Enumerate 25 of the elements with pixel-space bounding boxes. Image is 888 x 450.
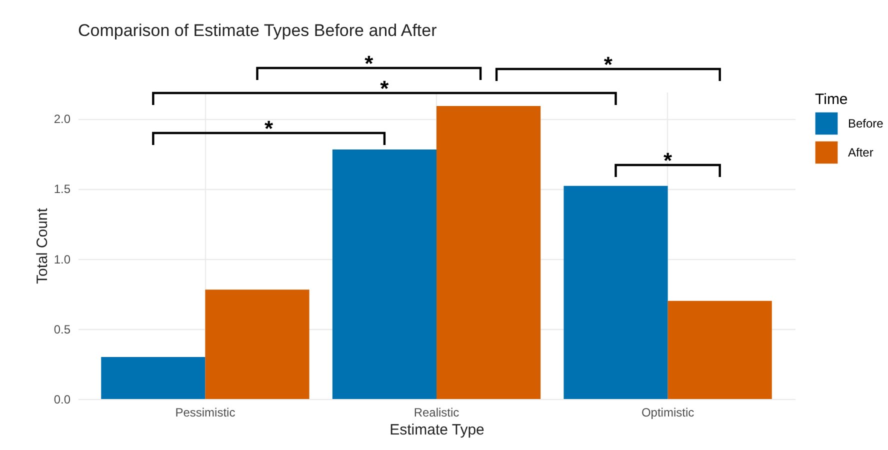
- bar: [332, 149, 436, 399]
- text: *: [604, 52, 613, 77]
- bar: [205, 290, 310, 399]
- y-tick-label: 1.5: [54, 182, 71, 196]
- y-tick-label: 1.0: [54, 252, 71, 266]
- y-tick-label: 2.0: [54, 112, 71, 126]
- x-tick-label: Optimistic: [641, 406, 694, 420]
- text: *: [364, 51, 374, 76]
- y-axis-title: Total Count: [34, 207, 51, 284]
- bar: [436, 106, 541, 399]
- annotation: *: [664, 148, 673, 173]
- y-tick-label: 0.5: [54, 322, 71, 336]
- x-axis-title: Estimate Type: [390, 422, 484, 438]
- legend-label: After: [848, 146, 874, 160]
- bar: [668, 300, 772, 399]
- legend-title: Time: [815, 91, 848, 108]
- x-tick-label: Pessimistic: [175, 406, 236, 420]
- x-tick-label: Realistic: [414, 406, 460, 420]
- y-tick-label: 0.0: [54, 392, 71, 406]
- bar: [564, 186, 668, 399]
- annotation: *: [264, 116, 274, 141]
- annotation: *: [380, 76, 390, 101]
- legend-label: Before: [848, 116, 884, 130]
- bar: [101, 356, 206, 399]
- chart-title: Comparison of Estimate Types Before and After: [78, 21, 438, 40]
